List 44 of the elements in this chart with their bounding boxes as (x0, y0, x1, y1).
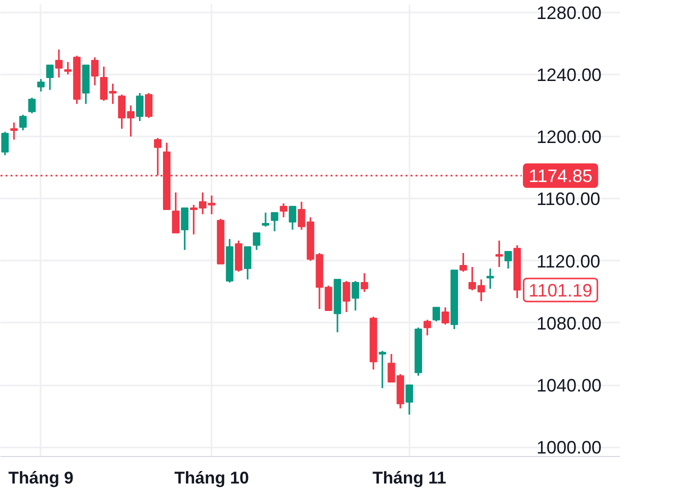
candlestick (360, 272, 368, 293)
y-tick-label: 1080.00 (536, 313, 602, 334)
candlestick (298, 200, 306, 231)
x-tick-label: Tháng 9 (8, 468, 74, 488)
candlestick (1, 131, 9, 156)
candlestick (504, 250, 512, 270)
candlestick (270, 212, 278, 232)
candlestick (495, 240, 503, 268)
candlestick (10, 122, 18, 140)
candlestick (352, 280, 360, 312)
candlestick (172, 192, 180, 234)
candlestick (55, 48, 63, 78)
ref-line-label: 1174.85 (528, 166, 592, 186)
y-tick-label: 1000.00 (536, 438, 602, 458)
candlestick (432, 306, 440, 322)
candlestick (262, 212, 270, 228)
text: 1101.19 (528, 280, 592, 301)
y-tick-label: 1240.00 (536, 64, 602, 85)
candlestick (378, 350, 386, 389)
candlestick (442, 306, 450, 326)
y-tick-label: 1120.00 (536, 251, 600, 272)
candlestick (180, 207, 188, 251)
candlestick (28, 96, 36, 114)
candlestick (424, 319, 432, 336)
y-tick-label: 1280.00 (536, 2, 602, 23)
candlestick (136, 92, 144, 122)
x-tick-label: Tháng 10 (174, 468, 249, 488)
candlestick (46, 64, 54, 91)
y-tick-label: 1040.00 (536, 376, 602, 396)
candlestick (252, 232, 260, 251)
candlestick (486, 268, 494, 290)
y-tick-label: 1160.00 (536, 189, 600, 210)
candlestick (244, 246, 252, 280)
candlestick (288, 206, 296, 231)
candlestick (406, 384, 414, 416)
candlestick (91, 56, 99, 86)
candlestick (342, 280, 350, 313)
candlestick (145, 92, 152, 119)
x-tick-label: Tháng 11 (372, 468, 446, 488)
candlestick (460, 252, 467, 272)
y-tick-label: 1200.00 (536, 127, 602, 148)
candlestick (280, 202, 288, 218)
candlestick (19, 114, 27, 132)
candlestick (37, 78, 45, 92)
